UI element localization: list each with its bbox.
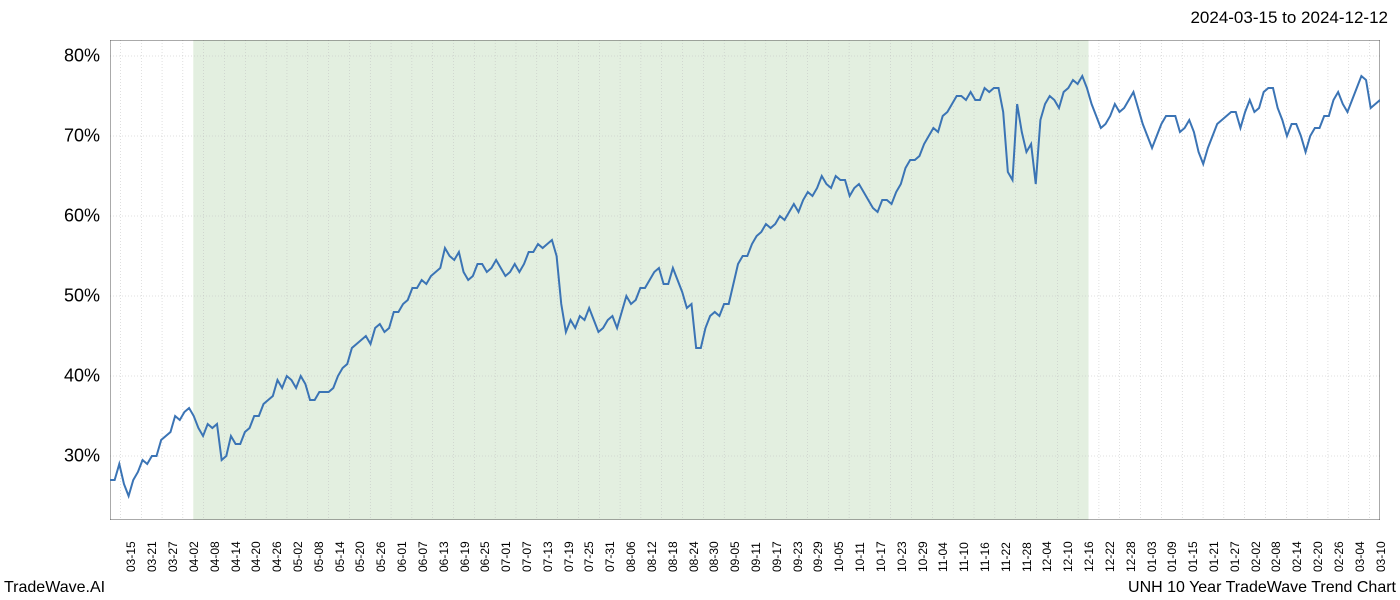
y-axis-label: 40% bbox=[64, 366, 100, 387]
x-axis-label: 05-02 bbox=[291, 541, 305, 572]
x-axis-label: 06-19 bbox=[458, 541, 472, 572]
date-range-label: 2024-03-15 to 2024-12-12 bbox=[1190, 8, 1388, 28]
x-axis-label: 08-24 bbox=[687, 541, 701, 572]
x-axis-label: 09-17 bbox=[770, 541, 784, 572]
y-axis-label: 70% bbox=[64, 126, 100, 147]
x-axis-label: 08-06 bbox=[624, 541, 638, 572]
x-axis-label: 03-04 bbox=[1353, 541, 1367, 572]
x-axis-label: 11-10 bbox=[957, 542, 971, 572]
x-axis-label: 07-31 bbox=[603, 541, 617, 572]
y-axis: 30% 40% 50% 60% 70% 80% bbox=[0, 40, 108, 520]
x-axis-label: 05-20 bbox=[353, 541, 367, 572]
watermark-left: TradeWave.AI bbox=[4, 579, 105, 597]
x-axis-label: 10-29 bbox=[916, 541, 930, 572]
x-axis-label: 02-14 bbox=[1290, 541, 1304, 572]
x-axis-label: 02-20 bbox=[1311, 541, 1325, 572]
x-axis-label: 10-11 bbox=[853, 542, 867, 572]
x-axis-label: 10-17 bbox=[874, 541, 888, 572]
x-axis-label: 07-01 bbox=[499, 541, 513, 572]
x-axis-label: 12-28 bbox=[1124, 541, 1138, 572]
x-axis-label: 05-14 bbox=[333, 541, 347, 572]
x-axis-label: 04-14 bbox=[229, 541, 243, 572]
x-axis-label: 04-26 bbox=[270, 541, 284, 572]
x-axis: 03-15 03-21 03-27 04-02 04-08 04-14 04-20 04-26… bbox=[110, 522, 1380, 582]
x-axis-label: 09-23 bbox=[791, 541, 805, 572]
x-axis-label: 10-23 bbox=[895, 541, 909, 572]
x-axis-label: 01-21 bbox=[1207, 541, 1221, 572]
chart-title-right: UNH 10 Year TradeWave Trend Chart bbox=[1128, 579, 1396, 597]
x-axis-label: 07-07 bbox=[520, 541, 534, 572]
x-axis-label: 01-03 bbox=[1145, 541, 1159, 572]
x-axis-label: 11-04 bbox=[936, 542, 950, 572]
x-axis-label: 08-18 bbox=[666, 541, 680, 572]
x-axis-label: 03-15 bbox=[124, 541, 138, 572]
x-axis-label: 02-02 bbox=[1249, 541, 1263, 572]
x-axis-label: 10-05 bbox=[832, 541, 846, 572]
x-axis-label: 08-12 bbox=[645, 541, 659, 572]
x-axis-label: 11-22 bbox=[999, 542, 1013, 572]
x-axis-label: 12-16 bbox=[1082, 541, 1096, 572]
x-axis-label: 06-07 bbox=[416, 541, 430, 572]
x-axis-label: 06-25 bbox=[478, 541, 492, 572]
x-axis-label: 07-25 bbox=[582, 541, 596, 572]
x-axis-label: 04-20 bbox=[249, 541, 263, 572]
x-axis-label: 01-15 bbox=[1186, 541, 1200, 572]
x-axis-label: 06-01 bbox=[395, 541, 409, 572]
x-axis-label: 08-30 bbox=[707, 541, 721, 572]
x-axis-label: 02-26 bbox=[1332, 541, 1346, 572]
x-axis-label: 07-13 bbox=[541, 541, 555, 572]
x-axis-label: 12-10 bbox=[1061, 541, 1075, 572]
x-axis-label: 01-09 bbox=[1165, 541, 1179, 572]
y-axis-label: 50% bbox=[64, 286, 100, 307]
x-axis-label: 04-02 bbox=[187, 541, 201, 572]
line-chart bbox=[110, 40, 1380, 520]
x-axis-label: 12-22 bbox=[1103, 541, 1117, 572]
x-axis-label: 11-28 bbox=[1020, 542, 1034, 572]
x-axis-label: 03-10 bbox=[1374, 541, 1388, 572]
y-axis-label: 80% bbox=[64, 46, 100, 67]
y-axis-label: 60% bbox=[64, 206, 100, 227]
x-axis-label: 05-26 bbox=[374, 541, 388, 572]
x-axis-label: 09-05 bbox=[728, 541, 742, 572]
x-axis-label: 12-04 bbox=[1040, 541, 1054, 572]
y-axis-label: 30% bbox=[64, 446, 100, 467]
x-axis-label: 09-11 bbox=[749, 542, 763, 572]
x-axis-label: 03-27 bbox=[166, 541, 180, 572]
x-axis-label: 04-08 bbox=[208, 541, 222, 572]
chart-area bbox=[110, 40, 1380, 520]
x-axis-label: 06-13 bbox=[437, 541, 451, 572]
x-axis-label: 05-08 bbox=[312, 541, 326, 572]
x-axis-label: 02-08 bbox=[1269, 541, 1283, 572]
x-axis-label: 09-29 bbox=[811, 541, 825, 572]
x-axis-label: 03-21 bbox=[145, 541, 159, 572]
x-axis-label: 07-19 bbox=[562, 541, 576, 572]
x-axis-label: 11-16 bbox=[978, 542, 992, 572]
x-axis-label: 01-27 bbox=[1228, 541, 1242, 572]
